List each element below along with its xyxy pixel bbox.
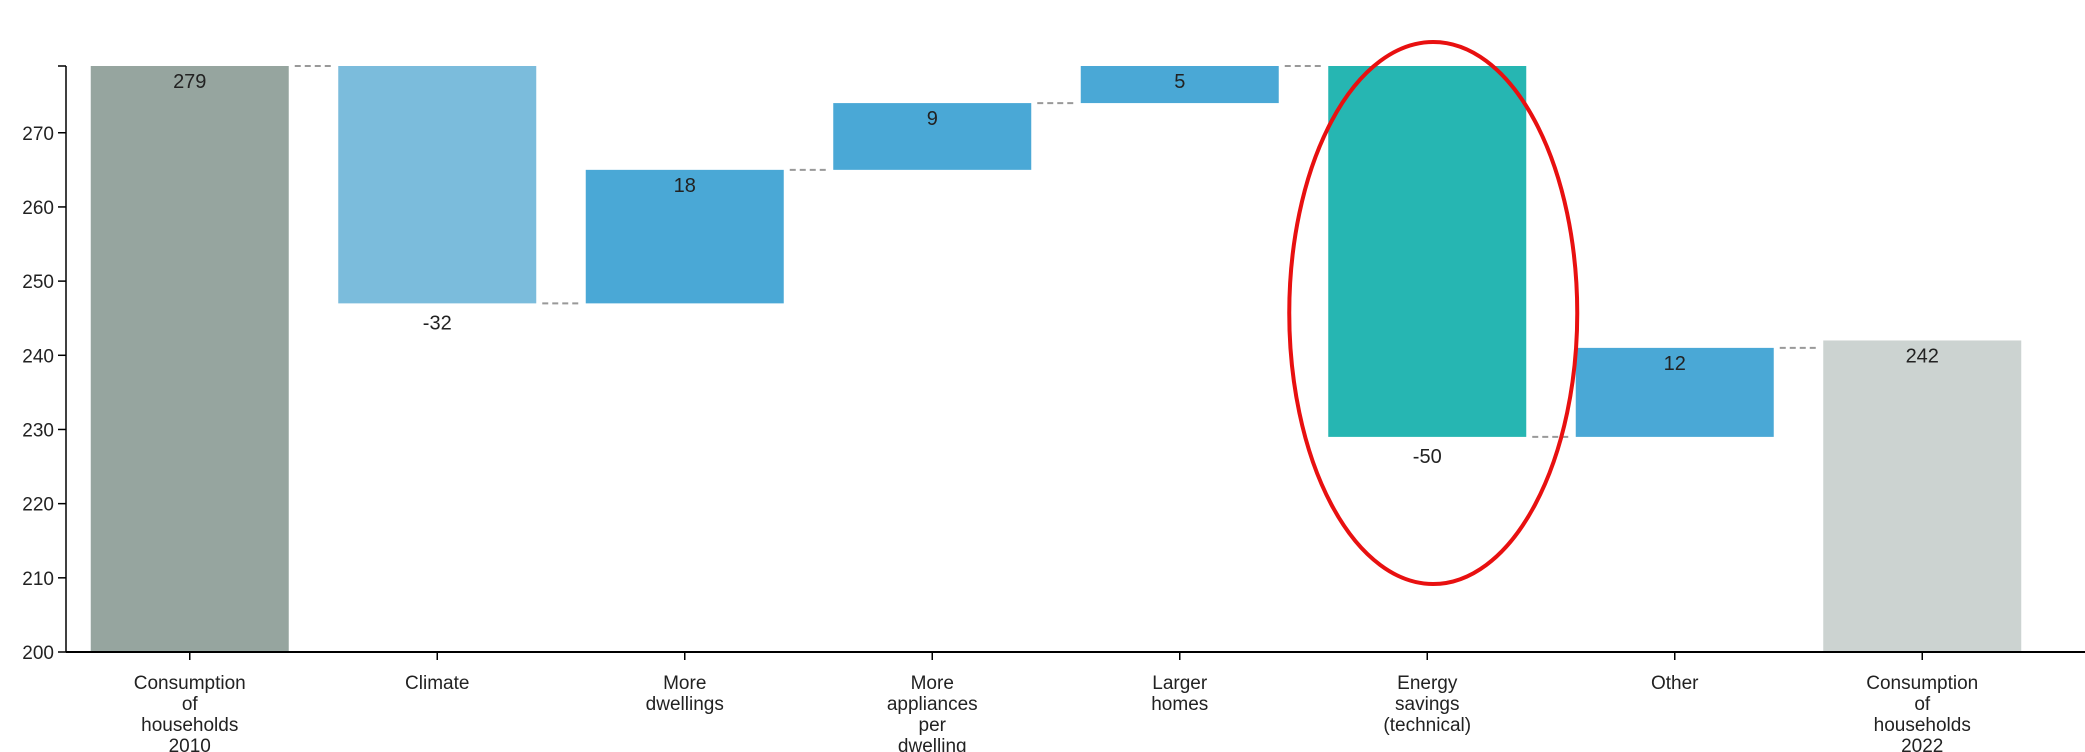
y-axis: 200 210 220 230 240 250 260 270 — [22, 65, 67, 664]
y-tick-label: 220 — [22, 495, 54, 516]
value-label-5: -50 — [1413, 446, 1442, 468]
y-tick-label: 240 — [22, 346, 54, 367]
bar-0 — [90, 66, 289, 652]
y-tick-label: 210 — [22, 569, 54, 590]
y-tick-label: 250 — [22, 272, 54, 293]
bar-3 — [833, 103, 1032, 170]
highlight-annotation — [1287, 40, 1580, 586]
category-label-2: More dwellings — [646, 673, 724, 715]
category-label-1: Climate — [405, 673, 469, 694]
y-tick-label: 230 — [22, 420, 54, 441]
value-label-7: 242 — [1906, 345, 1939, 367]
category-label-7: Consumption of households 2022 — [1866, 673, 1978, 752]
bar-4 — [1080, 66, 1279, 104]
bar-5 — [1328, 66, 1527, 437]
bars — [90, 66, 2022, 652]
value-label-1: -32 — [423, 312, 452, 334]
connectors — [294, 65, 1820, 438]
bar-2 — [585, 169, 784, 304]
category-label-4: Larger homes — [1151, 673, 1208, 715]
value-label-6: 12 — [1664, 353, 1686, 375]
y-tick-label: 270 — [22, 124, 54, 145]
category-label-0: Consumption of households 2010 — [134, 673, 246, 752]
bar-6 — [1575, 347, 1774, 437]
bar-7 — [1823, 340, 2022, 652]
category-label-6: Other — [1651, 673, 1699, 694]
y-tick-label: 260 — [22, 198, 54, 219]
category-label-3: More appliances per dwelling — [887, 673, 978, 752]
x-axis: Consumption of households 2010 Climate More dw… — [66, 651, 2085, 752]
value-label-2: 18 — [674, 175, 696, 197]
value-label-0: 279 — [173, 71, 206, 93]
y-tick-label: 200 — [22, 643, 54, 664]
bar-1 — [338, 66, 537, 304]
value-label-4: 5 — [1174, 71, 1185, 93]
category-label-5: Energy savings (technical) — [1383, 673, 1471, 736]
highlight-ellipse — [1287, 40, 1580, 586]
value-labels: 279 -32 18 9 5 -50 12 242 — [173, 71, 1939, 468]
value-label-3: 9 — [927, 108, 938, 130]
